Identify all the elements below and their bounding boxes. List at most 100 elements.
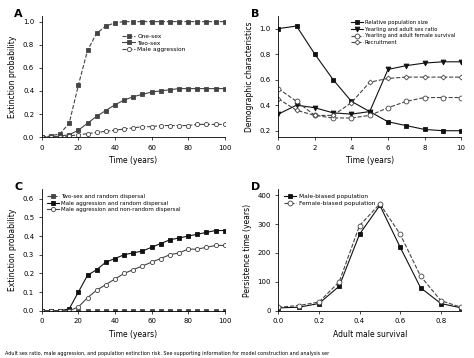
Two-sex — [158, 89, 164, 93]
Two-sex and random dispersal — [94, 309, 100, 313]
Recruitment — [403, 75, 409, 79]
Two-sex — [66, 133, 72, 137]
Line: Male aggression and non-random dispersal: Male aggression and non-random dispersal — [40, 243, 227, 313]
Two-sex — [176, 86, 182, 91]
Recruitment — [458, 75, 464, 79]
Two-sex — [103, 108, 109, 113]
One-sex — [203, 19, 209, 24]
Male aggression — [167, 124, 173, 128]
Male-biased population — [397, 245, 403, 250]
Male aggression — [48, 135, 54, 139]
Two-sex — [149, 90, 155, 94]
Yearling and adult female survival — [458, 95, 464, 100]
Male aggression — [112, 128, 118, 132]
Line: Yearling and adult sex ratio: Yearling and adult sex ratio — [276, 59, 464, 117]
Male aggression and random dispersal — [130, 251, 136, 255]
Yearling and adult sex ratio — [294, 103, 300, 107]
Two-sex — [167, 88, 173, 92]
Male aggression — [85, 131, 91, 136]
Male-biased population — [296, 305, 301, 309]
Two-sex — [57, 134, 63, 138]
Male aggression and random dispersal — [121, 253, 127, 257]
Male aggression and random dispersal — [213, 228, 219, 233]
Male aggression and random dispersal — [48, 309, 54, 313]
Male aggression and random dispersal — [103, 260, 109, 264]
Relative population size — [294, 24, 300, 28]
Male aggression and random dispersal — [139, 249, 145, 253]
Male aggression — [222, 122, 228, 126]
Two-sex and random dispersal — [66, 309, 72, 313]
Y-axis label: Extinction probability: Extinction probability — [9, 209, 18, 291]
Two-sex — [130, 95, 136, 99]
Female-biased population — [458, 305, 464, 309]
Female-biased population — [357, 223, 363, 228]
X-axis label: Adult male survival: Adult male survival — [333, 330, 407, 339]
Male aggression and random dispersal — [203, 230, 209, 234]
Male aggression and random dispersal — [39, 309, 45, 313]
Two-sex and random dispersal — [103, 309, 109, 313]
Male aggression — [39, 135, 45, 139]
Line: Two-sex: Two-sex — [40, 87, 227, 139]
One-sex — [121, 19, 127, 24]
Line: Male-biased population: Male-biased population — [276, 203, 464, 310]
One-sex — [139, 19, 145, 24]
Yearling and adult female survival — [422, 95, 428, 100]
Male aggression — [57, 135, 63, 139]
Male-biased population — [275, 306, 281, 310]
Male aggression and non-random dispersal — [185, 247, 191, 251]
One-sex — [167, 19, 173, 24]
Male aggression — [213, 122, 219, 126]
Male-biased population — [316, 301, 322, 306]
One-sex — [213, 19, 219, 24]
Line: Male aggression and random dispersal: Male aggression and random dispersal — [40, 228, 227, 313]
Male aggression and non-random dispersal — [203, 245, 209, 250]
Male aggression and non-random dispersal — [112, 277, 118, 281]
Yearling and adult sex ratio — [458, 60, 464, 64]
One-sex — [112, 21, 118, 25]
Two-sex and random dispersal — [139, 309, 145, 313]
Two-sex and random dispersal — [167, 309, 173, 313]
Male-biased population — [418, 285, 423, 290]
Male aggression and random dispersal — [94, 267, 100, 272]
Male-biased population — [438, 301, 444, 306]
Male aggression and non-random dispersal — [48, 309, 54, 313]
Line: Recruitment: Recruitment — [276, 76, 463, 117]
Yearling and adult sex ratio — [385, 67, 391, 72]
Two-sex — [194, 86, 200, 91]
Yearling and adult female survival — [403, 99, 409, 103]
Male aggression and random dispersal — [75, 290, 81, 294]
One-sex — [130, 19, 136, 24]
Yearling and adult female survival — [275, 86, 281, 91]
Recruitment — [294, 108, 300, 112]
Male aggression — [139, 125, 145, 129]
Y-axis label: Demographic characteristics: Demographic characteristics — [245, 21, 254, 132]
Two-sex and random dispersal — [112, 309, 118, 313]
Male aggression and random dispersal — [149, 245, 155, 250]
Recruitment — [312, 113, 318, 117]
Two-sex and random dispersal — [130, 309, 136, 313]
Line: Two-sex and random dispersal: Two-sex and random dispersal — [40, 309, 227, 313]
Line: Male aggression: Male aggression — [40, 122, 227, 139]
X-axis label: Time (years): Time (years) — [109, 156, 157, 165]
Two-sex and random dispersal — [85, 309, 91, 313]
Male aggression — [66, 134, 72, 138]
Relative population size — [367, 110, 373, 114]
Relative population size — [348, 99, 354, 103]
Male aggression — [130, 126, 136, 130]
Female-biased population — [296, 303, 301, 308]
One-sex — [85, 48, 91, 53]
Yearling and adult female survival — [294, 99, 300, 103]
One-sex — [48, 134, 54, 138]
Two-sex and random dispersal — [158, 309, 164, 313]
Recruitment — [422, 75, 428, 79]
Male aggression and random dispersal — [176, 236, 182, 240]
Two-sex and random dispersal — [203, 309, 209, 313]
Y-axis label: Persistence time (years): Persistence time (years) — [243, 204, 252, 297]
Recruitment — [330, 113, 336, 117]
Male aggression and random dispersal — [158, 241, 164, 246]
Male aggression and non-random dispersal — [149, 260, 155, 264]
Two-sex — [139, 92, 145, 97]
Line: Relative population size: Relative population size — [276, 24, 464, 133]
Male aggression and non-random dispersal — [167, 253, 173, 257]
Legend: One-sex, Two-sex, Male aggression: One-sex, Two-sex, Male aggression — [121, 33, 186, 53]
